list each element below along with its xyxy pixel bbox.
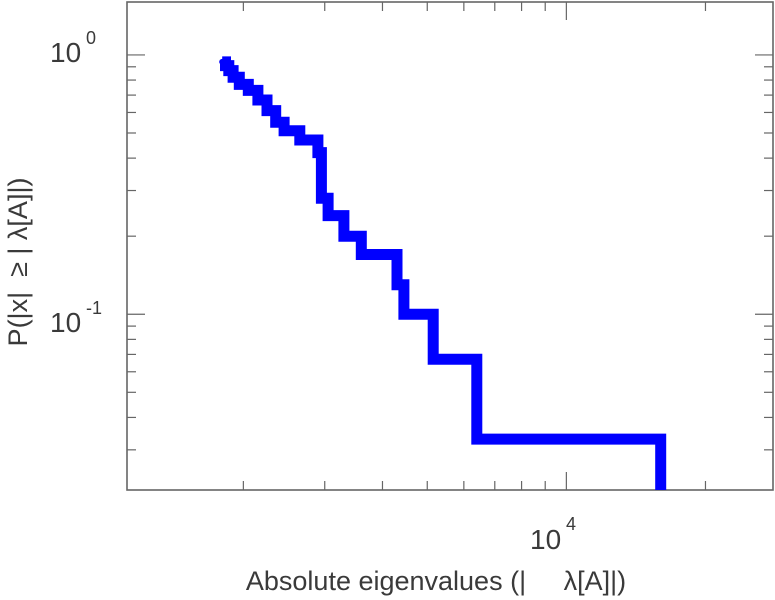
data-point: [222, 62, 229, 69]
data-point: [394, 281, 400, 288]
data-point: [318, 195, 325, 202]
y-tick-base: 10: [50, 37, 81, 68]
data-point: [411, 311, 418, 318]
data-point: [281, 127, 288, 134]
y-axis-title: P(|x| ≥ | λ[A]|): [3, 178, 33, 347]
y-tick-label-10-0: 10 0: [50, 28, 96, 68]
y-tick-base: 10: [50, 307, 81, 338]
x-tick-label-10-4: 10 4: [530, 514, 576, 555]
data-point: [473, 436, 480, 443]
data-point: [245, 87, 252, 94]
minor-ticks: [127, 2, 773, 490]
data-point: [400, 311, 407, 318]
data-point: [254, 97, 261, 103]
data-point: [325, 212, 332, 219]
data-point: [314, 149, 321, 156]
y-tick-exponent: 0: [86, 28, 96, 48]
y-tick-label-10-minus-1: 10 -1: [50, 298, 102, 338]
x-tick-exponent: 4: [566, 514, 576, 534]
x-axis-title: Absolute eigenvalues (| λ[A]|): [246, 566, 626, 596]
data-point: [272, 119, 279, 126]
data-point: [236, 81, 243, 88]
data-points: [219, 58, 664, 488]
data-point: [225, 67, 232, 74]
y-tick-exponent: -1: [86, 298, 102, 318]
data-point: [296, 137, 303, 143]
series-step-line: [220, 56, 667, 490]
data-point: [264, 107, 270, 114]
x-tick-base: 10: [530, 524, 561, 555]
data-point: [657, 481, 664, 488]
data-point: [358, 251, 365, 258]
plot-frame: [126, 1, 774, 491]
data-point: [430, 356, 437, 363]
data-point: [340, 233, 347, 240]
data-point: [230, 74, 237, 81]
major-ticks: [127, 2, 773, 490]
